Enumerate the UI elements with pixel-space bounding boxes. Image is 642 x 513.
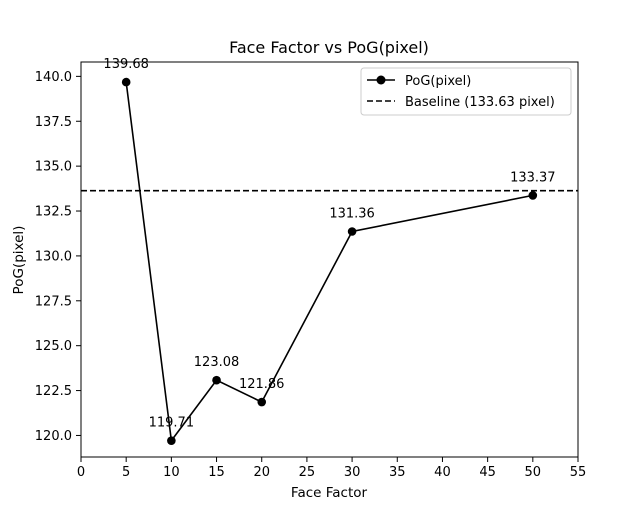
series-line bbox=[125, 82, 533, 443]
y-tick-label: 122.5 bbox=[35, 384, 72, 399]
chart-title: Face Factor vs PoG(pixel) bbox=[229, 38, 429, 57]
x-tick-label: 50 bbox=[525, 465, 542, 480]
data-label: 131.36 bbox=[329, 206, 375, 221]
data-point bbox=[257, 397, 267, 407]
x-tick-label: 40 bbox=[434, 465, 451, 480]
data-point bbox=[528, 191, 538, 200]
x-axis: 0 5 10 15 20 25 30 35 40 45 50 55 bbox=[77, 457, 586, 480]
data-point bbox=[167, 436, 176, 445]
data-point bbox=[212, 375, 221, 385]
y-tick-label: 127.5 bbox=[35, 294, 72, 309]
x-tick-label: 10 bbox=[163, 465, 180, 480]
y-tick-label: 125.0 bbox=[35, 339, 72, 354]
x-tick-label: 15 bbox=[208, 465, 225, 480]
y-tick-label: 132.5 bbox=[35, 205, 72, 220]
x-tick-label: 5 bbox=[122, 465, 130, 480]
x-tick-label: 20 bbox=[253, 465, 270, 480]
data-label: 121.86 bbox=[239, 377, 285, 392]
data-label: 123.08 bbox=[194, 355, 240, 370]
y-tick-label: 140.0 bbox=[35, 70, 72, 85]
x-tick-label: 25 bbox=[299, 465, 316, 480]
y-tick-label: 135.0 bbox=[35, 160, 72, 175]
plot-area: 139.68 119.71 123.08 121.86 131.36 133.37 bbox=[81, 57, 578, 445]
data-point bbox=[121, 77, 131, 87]
data-label: 119.71 bbox=[149, 416, 195, 431]
x-tick-label: 55 bbox=[570, 465, 587, 480]
data-label: 133.37 bbox=[510, 170, 556, 185]
y-axis: 120.0 122.5 125.0 127.5 130.0 132.5 135.0 137.5… bbox=[35, 70, 81, 444]
legend-box bbox=[360, 67, 572, 116]
legend-baseline-label: Baseline (133.63 pixel) bbox=[405, 95, 555, 110]
y-axis-label: PoG(pixel) bbox=[11, 226, 27, 295]
data-label: 139.68 bbox=[103, 57, 149, 72]
x-tick-label: 30 bbox=[344, 465, 361, 480]
x-tick-label: 35 bbox=[389, 465, 406, 480]
x-axis-label: Face Factor bbox=[291, 485, 368, 501]
y-tick-label: 130.0 bbox=[35, 249, 72, 264]
x-tick-label: 45 bbox=[479, 465, 496, 480]
legend-series-marker bbox=[376, 75, 386, 85]
legend: PoG(pixel) Baseline (133.63 pixel) bbox=[360, 67, 572, 116]
x-tick-label: 0 bbox=[77, 465, 85, 480]
data-point bbox=[347, 227, 357, 236]
plot-frame bbox=[80, 61, 579, 458]
legend-series-label: PoG(pixel) bbox=[405, 74, 471, 89]
y-tick-label: 137.5 bbox=[35, 115, 72, 130]
y-tick-label: 120.0 bbox=[35, 429, 72, 444]
